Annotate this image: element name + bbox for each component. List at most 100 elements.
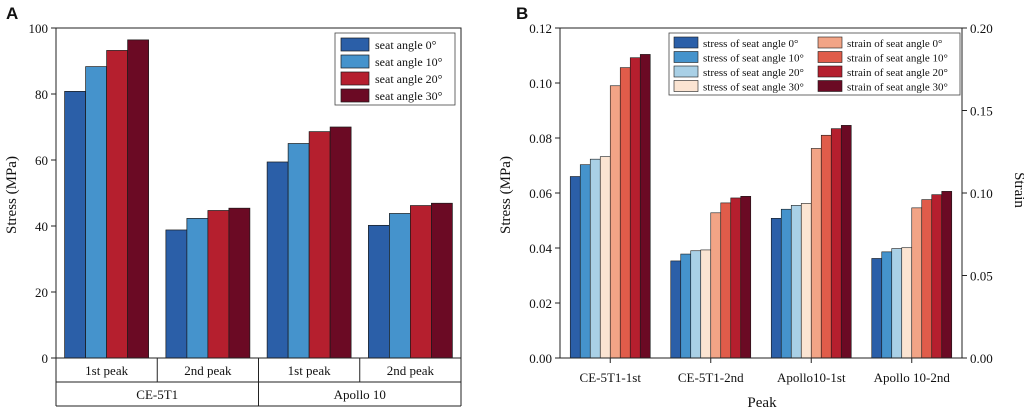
bar-b [599,156,611,359]
bar-a [308,131,331,359]
chart-b: B Stress (MPa) Strain Peak 0.00 0.02 0.04 0… [498,4,1024,411]
legend-swatch-b [817,51,843,63]
y2-tick-label-b: 0.15 [970,104,993,119]
y-axes-b: 0.00 0.02 0.04 0.06 0.08 0.10 0.12 0.00 0.05 0.10… [529,21,993,366]
panel-label-a: A [6,4,18,23]
bar-b [820,134,832,359]
legend-swatch-a [340,71,370,86]
y-tick-label-a: 40 [35,219,48,234]
legend-swatch-b [673,80,699,92]
bar-a [431,202,453,359]
y-tick-label-a: 80 [35,87,48,102]
x-axis-title-b: Peak [747,395,777,411]
x-category-label-b: CE-5T1-1st [580,370,642,385]
y-tick-label-b: 0.00 [529,351,552,366]
y-tick-label-b: 0.10 [529,76,552,91]
legend-label-b: strain of seat angle 30° [847,82,948,94]
legend-label-a: seat angle 0° [375,38,437,52]
legend-swatch-b [817,65,843,78]
x-category-label-b: Apollo10-1st [777,370,846,385]
y-tick-label-b: 0.12 [529,21,552,36]
bar-b [700,249,712,359]
chart-a: A Stress (MPa) 0 20 40 60 80 100 1st peak 2nd … [4,4,462,407]
bar-b [891,248,903,359]
bar-b [770,218,782,359]
bars-a [64,39,453,359]
bar-a [127,39,149,359]
legend-label-b: stress of seat angle 30° [703,82,804,94]
legend-label-b: stress of seat angle 10° [703,53,804,65]
bar-b [840,125,852,359]
legend-box-b [668,32,961,96]
bar-b [800,203,812,359]
bar-b [881,251,893,359]
bar-a [410,205,432,359]
bar-a [186,218,209,359]
panel-label-b: B [516,4,528,23]
bar-b [871,258,883,359]
bar-b [901,247,913,359]
bar-b [810,148,822,359]
y2-tick-label-b: 0.20 [970,21,993,36]
y2-axis-title-b: Strain [1011,172,1024,208]
legend-swatch-b [673,36,699,49]
bar-b [629,57,641,359]
legend-label-b: strain of seat angle 10° [847,53,948,65]
x-category-label-a: 1st peak [85,363,128,378]
bar-b [790,205,802,359]
bar-b [690,250,702,359]
bar-b [609,85,621,359]
y-axis-title-b: Stress (MPa) [498,156,514,234]
x-axis-b: CE-5T1-1st CE-5T1-2nd Apollo10-1st Apollo 1… [580,358,951,385]
y-tick-label-b: 0.04 [529,241,552,256]
legend-label-a: seat angle 10° [375,55,443,69]
bar-a [368,224,390,359]
bar-b [639,54,651,359]
bar-b [670,260,682,359]
bar-a [287,143,310,359]
legend-b: stress of seat angle 0° stress of seat an… [668,32,961,96]
legend-label-b: stress of seat angle 20° [703,67,804,79]
x-category-label-b: CE-5T1-2nd [678,370,744,385]
y-tick-label-a: 100 [29,21,49,36]
y2-tick-label-b: 0.10 [970,186,993,201]
bar-a [228,207,251,359]
bar-b [730,197,742,359]
bar-b [911,207,923,359]
x-category-label-b: Apollo 10-2nd [874,370,951,385]
bar-a [85,66,107,359]
y-tick-label-b: 0.08 [529,131,552,146]
plot-frame-b [559,27,963,359]
y2-tick-label-b: 0.00 [970,351,993,366]
y-tick-label-a: 20 [35,285,48,300]
bar-a [389,213,411,359]
bar-a [165,229,188,359]
bar-a [64,91,86,359]
bar-b [941,191,953,359]
legend-swatch-b [817,80,843,92]
bar-b [780,208,792,359]
bar-b [619,67,631,359]
legend-label-b: strain of seat angle 0° [847,38,942,50]
legend-swatch-b [673,51,699,63]
legend-a: seat angle 0° seat angle 10° seat angle 20… [334,32,456,106]
x-category-label-a: 1st peak [288,363,331,378]
bar-a [207,210,230,359]
y-tick-label-a: 60 [35,153,48,168]
x-group-label-a: CE-5T1 [136,387,178,402]
bar-b [579,164,591,359]
y-tick-label-b: 0.06 [529,186,552,201]
bar-a [329,126,352,359]
y-tick-label-b: 0.02 [529,296,552,311]
bar-b [710,212,722,359]
legend-swatch-a [340,37,370,52]
x-category-label-a: 2nd peak [387,363,435,378]
bar-b [569,176,581,359]
legend-swatch-a [340,88,370,103]
bar-b [720,202,732,359]
bar-b [589,158,601,359]
bar-b [931,194,943,359]
legend-label-b: strain of seat angle 20° [847,67,948,79]
bar-b [740,196,752,359]
